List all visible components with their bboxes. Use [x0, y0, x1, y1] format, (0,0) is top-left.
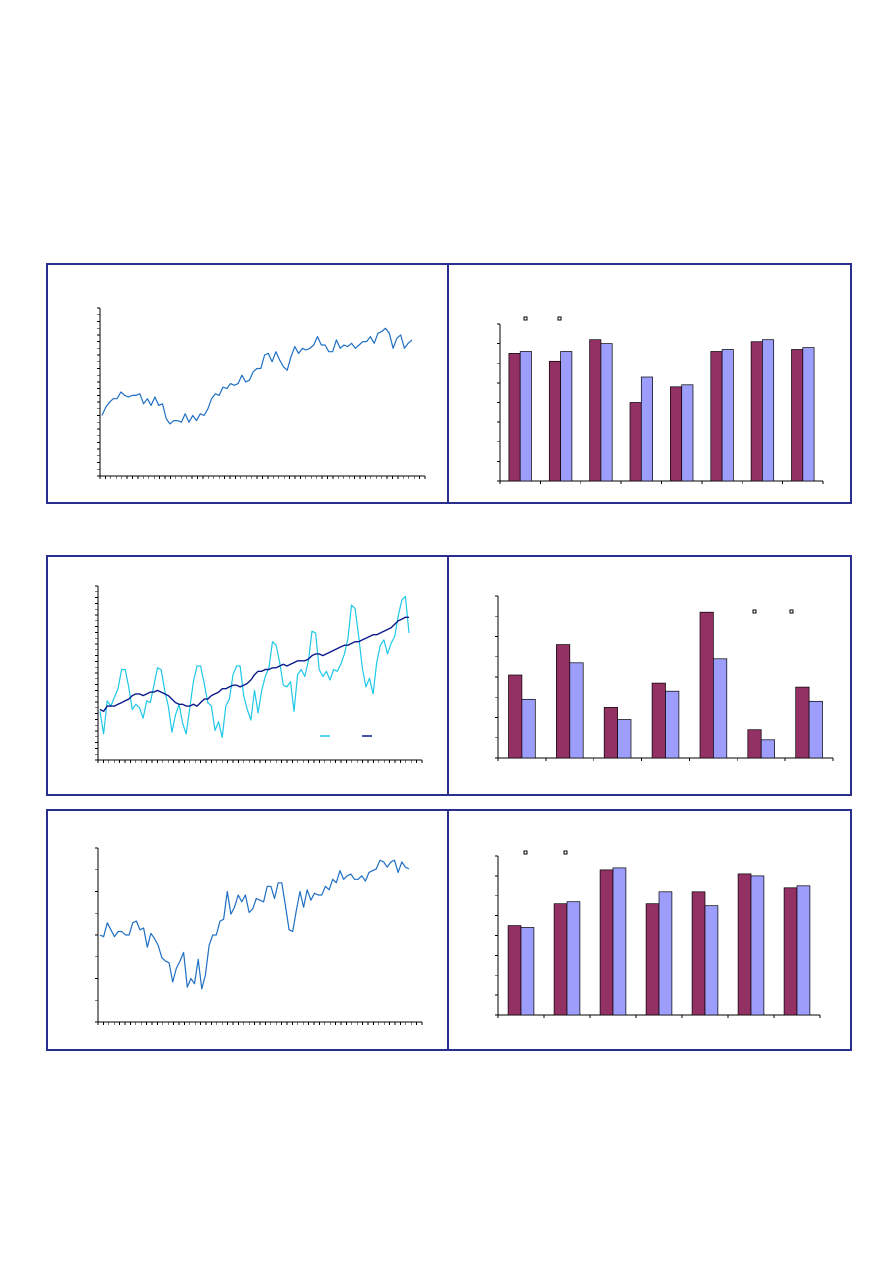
- bar-s2-7: [762, 339, 775, 482]
- legend-swatch-2: [563, 850, 568, 855]
- legend-swatch-1: [752, 609, 757, 614]
- bar-s2-3: [600, 343, 613, 482]
- bar-s1-1: [508, 353, 521, 482]
- bar-s1-6: [710, 351, 723, 482]
- bar-s1-3: [589, 339, 602, 482]
- bar-s2-7: [808, 700, 823, 759]
- bar-s1-6: [737, 873, 752, 1016]
- bar-s1-7: [750, 341, 763, 482]
- panel-divider: [447, 557, 449, 794]
- bar-chart-1: [497, 316, 824, 484]
- bar-s2-1: [520, 927, 535, 1016]
- bar-s2-6: [760, 739, 775, 759]
- bar-s1-1: [508, 674, 523, 759]
- line-chart-3: [95, 847, 423, 1025]
- bar-s2-3: [617, 719, 632, 759]
- bar-s2-1: [521, 698, 536, 759]
- bar-s2-4: [658, 891, 673, 1016]
- bar-s2-3: [612, 867, 627, 1016]
- bar-s2-5: [681, 384, 694, 482]
- bar-s2-2: [569, 662, 584, 759]
- legend-swatch-2: [557, 316, 562, 321]
- bar-s1-8: [791, 349, 804, 482]
- bar-s1-5: [670, 386, 683, 482]
- series-line-2: [99, 616, 409, 713]
- bar-s2-1: [519, 351, 532, 482]
- bar-s1-3: [599, 869, 614, 1016]
- bar-s1-2: [553, 903, 568, 1016]
- bar-s2-5: [704, 905, 719, 1016]
- bar-s1-4: [645, 903, 660, 1016]
- bar-chart-3: [495, 850, 821, 1018]
- bar-s1-4: [629, 402, 642, 482]
- bar-s1-4: [651, 682, 666, 759]
- panel-divider: [447, 265, 449, 502]
- legend-swatch-2: [789, 609, 794, 614]
- legend-swatch-1: [523, 316, 528, 321]
- line-chart-2: [95, 585, 423, 763]
- bar-s2-6: [721, 349, 734, 482]
- bar-s2-8: [802, 347, 815, 482]
- legend-swatch-1: [523, 850, 528, 855]
- bar-s2-2: [560, 351, 573, 482]
- bar-s2-4: [665, 690, 680, 759]
- bar-s1-2: [548, 360, 561, 482]
- bar-s1-3: [603, 707, 618, 759]
- bar-s2-6: [750, 875, 765, 1016]
- panel-divider: [447, 811, 449, 1049]
- bar-chart-2: [495, 595, 834, 761]
- series-line-1: [99, 595, 410, 738]
- bar-s2-2: [566, 901, 581, 1016]
- bar-s2-7: [796, 885, 811, 1016]
- bar-s1-1: [507, 925, 522, 1016]
- bar-s1-6: [747, 729, 762, 759]
- bar-s1-7: [783, 887, 798, 1016]
- series-line-1: [101, 327, 413, 425]
- bar-s1-2: [556, 644, 571, 759]
- bar-s1-5: [691, 891, 706, 1016]
- bar-s2-5: [713, 658, 728, 759]
- line-chart-1: [97, 307, 426, 479]
- series-line-1: [99, 859, 410, 990]
- bar-s2-4: [640, 376, 653, 482]
- bar-s1-7: [795, 686, 810, 759]
- bar-s1-5: [699, 611, 714, 759]
